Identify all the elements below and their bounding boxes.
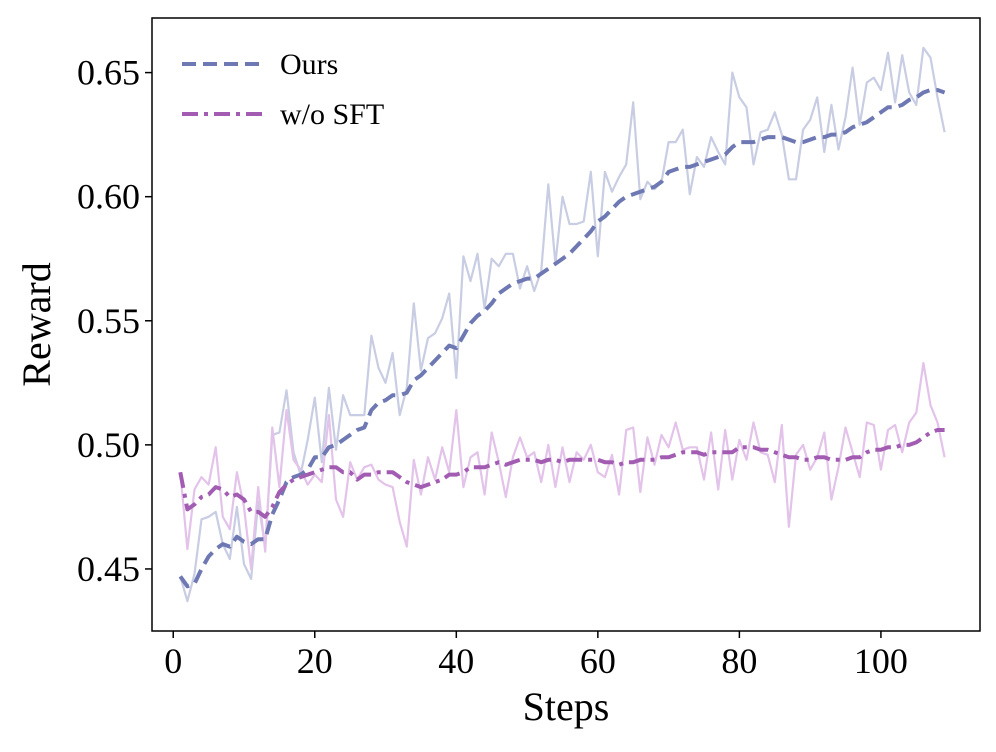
x-tick-label: 100 [854,641,908,681]
y-tick-label: 0.45 [77,549,140,589]
x-axis: 0 20 40 60 80 100 [164,631,908,681]
y-tick-label: 0.55 [77,301,140,341]
plot-area-frame [151,17,981,632]
x-tick-label: 20 [297,641,333,681]
y-tick-label: 0.65 [77,53,140,93]
smoothed-line-w-o-sft [178,428,945,519]
smoothed-line-ours [178,88,946,589]
legend-label-wo-sft: w/o SFT [280,98,384,131]
x-tick-label: 60 [580,641,616,681]
raw-line-ours [179,46,946,603]
y-tick-label: 0.60 [77,177,140,217]
legend-label-ours: Ours [280,48,338,81]
x-tick-label: 80 [721,641,757,681]
x-tick-label: 40 [438,641,474,681]
y-tick-label: 0.50 [77,425,140,465]
y-axis: 0.45 0.50 0.55 0.60 0.65 [77,53,152,589]
legend: Ours w/o SFT [182,48,384,131]
x-axis-label: Steps [523,684,610,729]
y-axis-label: Reward [14,262,59,386]
x-tick-label: 0 [164,641,182,681]
smoothed-series-group [178,88,946,589]
